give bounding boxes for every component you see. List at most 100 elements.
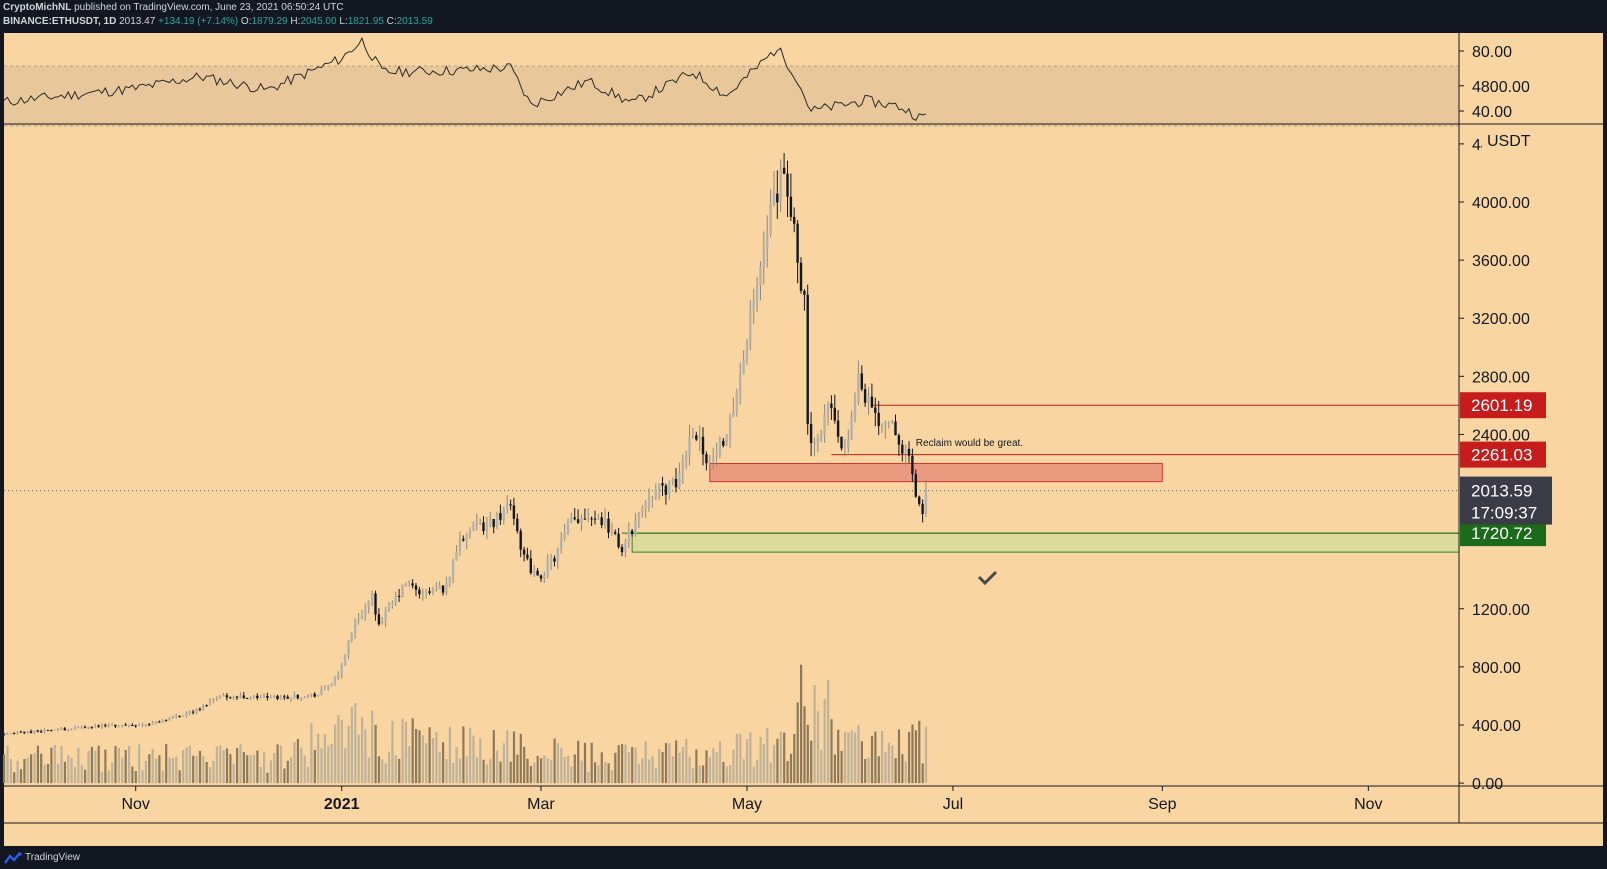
candle-2020-12-24: [313, 693, 316, 697]
volume-bar-2021-01-13: [381, 759, 384, 784]
candle-2020-11-07: [154, 721, 158, 723]
rsi-tick-label: 40.00: [1472, 104, 1512, 121]
low-key: L:: [339, 16, 348, 27]
candle-2021-03-26: [624, 541, 627, 553]
volume-bar-2020-12-08: [259, 767, 262, 784]
candle-2021-06-11: [884, 422, 887, 426]
last-price-label: 2013.47: [119, 16, 156, 27]
candle-2021-04-08: [668, 481, 671, 495]
volume-bar-2021-06-05: [864, 759, 867, 784]
candle-2021-03-13: [580, 518, 583, 523]
candle-2020-11-15: [181, 715, 185, 717]
volume-bar-2021-02-15: [492, 730, 495, 784]
volume-bar-2021-04-28: [735, 733, 738, 784]
candle-2021-03-12: [576, 519, 580, 523]
volume-bar-2021-02-27: [533, 762, 536, 784]
volume-bar-2021-02-02: [448, 726, 451, 784]
candle-2021-03-25: [620, 547, 624, 553]
candle-2021-02-09: [472, 524, 475, 531]
volume-bar-2021-05-27: [833, 754, 836, 784]
candle-2021-04-12: [681, 461, 684, 473]
brand-name[interactable]: TradingView: [25, 852, 81, 863]
volume-bar-2021-02-20: [509, 761, 512, 784]
candle-2021-05-02: [749, 309, 752, 341]
volume-bar-2020-09-23: [3, 754, 6, 784]
volume-bar-2021-04-23: [718, 740, 722, 784]
volume-bar-2021-02-28: [536, 755, 539, 784]
volume-bar-2021-02-09: [472, 735, 475, 784]
volume-bar-2021-04-22: [715, 752, 718, 784]
candle-2021-04-15: [691, 435, 695, 437]
volume-bar-2021-02-13: [485, 764, 489, 784]
candle-2021-05-04: [755, 285, 759, 300]
symbol-label[interactable]: BINANCE:ETHUSDT, 1D: [3, 16, 117, 27]
volume-bar-2021-04-07: [664, 743, 668, 784]
last-price-tag[interactable]: [1460, 476, 1552, 525]
volume-bar-2021-01-22: [411, 718, 414, 784]
volume-bar-2020-12-29: [330, 743, 333, 784]
candle-2021-06-02: [853, 401, 857, 417]
volume-bar-2021-03-21: [607, 763, 610, 784]
candle-2021-05-13: [786, 173, 789, 197]
resistance-price-tag[interactable]: [1460, 441, 1546, 468]
candle-2021-03-23: [614, 532, 617, 534]
volume-bar-2021-03-10: [570, 766, 573, 784]
candle-2020-11-22: [205, 705, 208, 707]
volume-bar-2021-02-18: [502, 743, 505, 784]
volume-bar-2021-03-11: [573, 754, 576, 784]
candle-2020-09-30: [26, 731, 29, 733]
volume-bar-2020-12-05: [249, 755, 252, 784]
candle-2021-04-01: [644, 502, 647, 508]
candle-2021-02-25: [526, 554, 529, 559]
candle-2021-03-04: [549, 558, 553, 562]
candle-2021-03-19: [600, 517, 603, 526]
candle-2020-12-15: [283, 696, 286, 698]
volume-bar-2020-10-02: [33, 753, 36, 783]
annotation-text[interactable]: Reclaim would be great.: [916, 438, 1023, 449]
tradingview-logo-icon[interactable]: [4, 852, 22, 864]
volume-bar-2021-02-01: [445, 759, 448, 784]
candle-2020-11-02: [137, 725, 141, 727]
volume-bar-2020-10-27: [117, 747, 120, 784]
volume-bar-2020-11-25: [215, 746, 218, 784]
volume-bar-2021-05-05: [759, 737, 762, 784]
volume-bar-2021-05-11: [779, 731, 782, 784]
volume-bar-2021-04-05: [658, 749, 661, 784]
volume-bar-2021-04-29: [739, 733, 742, 784]
volume-bar-2021-03-09: [567, 755, 570, 784]
resistance-zone[interactable]: [709, 462, 1163, 483]
candle-2020-12-29: [330, 683, 333, 686]
volume-bar-2020-09-29: [23, 759, 26, 784]
volume-bar-2020-10-20: [94, 751, 97, 784]
volume-bar-2020-10-07: [50, 747, 53, 784]
candle-2020-12-21: [303, 697, 306, 699]
candle-2021-03-21: [607, 518, 610, 533]
candle-2021-02-23: [519, 530, 522, 550]
resistance-price-tag[interactable]: [1460, 392, 1546, 419]
support-zone[interactable]: [631, 532, 1460, 553]
candle-2021-03-17: [593, 518, 597, 520]
volume-bar-2021-05-07: [766, 727, 769, 784]
candle-2021-04-16: [695, 435, 698, 440]
volume-bar-2021-03-14: [583, 742, 587, 784]
candle-2021-04-14: [688, 436, 691, 456]
volume-bar-2021-04-12: [681, 747, 684, 784]
volume-bar-2021-05-22: [816, 711, 820, 783]
volume-bar-2020-11-28: [225, 748, 229, 784]
candle-2021-01-20: [404, 584, 408, 586]
candle-2021-04-18: [701, 436, 705, 455]
candle-2020-10-04: [39, 731, 43, 733]
volume-bar-2021-03-23: [614, 752, 617, 784]
price-tick-label: 1200.00: [1472, 602, 1530, 619]
candle-2021-01-03: [347, 640, 350, 655]
volume-bar-2020-11-16: [185, 747, 188, 784]
volume-bar-2021-01-25: [421, 735, 424, 784]
price-tick-label: 2400.00: [1472, 427, 1530, 444]
candle-2021-01-09: [367, 600, 370, 607]
volume-bar-2021-06-15: [897, 729, 901, 783]
candle-2021-06-19: [911, 455, 914, 475]
author-name[interactable]: CryptoMichNL: [3, 2, 72, 13]
candle-2021-05-20: [809, 424, 813, 443]
chart-header: CryptoMichNL published on TradingView.co…: [0, 0, 1607, 33]
